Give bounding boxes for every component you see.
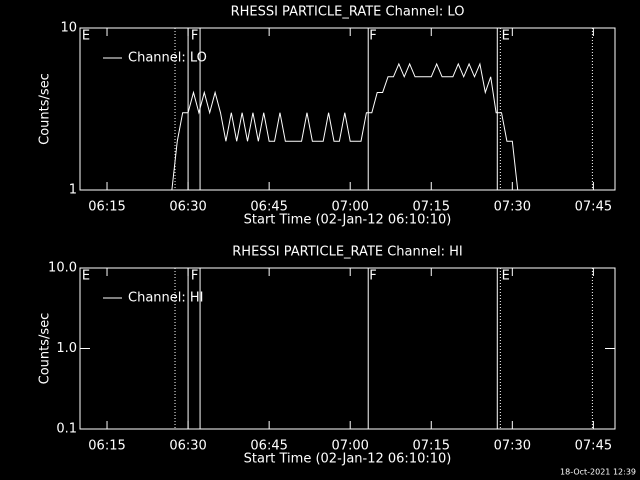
flag-label: F — [191, 29, 198, 44]
chart-title: RHESSI PARTICLE_RATE Channel: HI — [232, 245, 462, 260]
chart-title: RHESSI PARTICLE_RATE Channel: LO — [231, 5, 465, 20]
x-tick-label: 07:30 — [494, 200, 531, 215]
x-axis-label: Start Time (02-Jan-12 06:10:10) — [244, 452, 452, 467]
x-tick-label: 07:45 — [575, 200, 612, 215]
flag-label: F — [369, 269, 376, 284]
timestamp: 18-Oct-2021 12:39 — [560, 468, 636, 477]
flag-label: E — [82, 29, 90, 44]
flag-label: E — [502, 29, 510, 44]
x-tick-label: 07:00 — [331, 439, 368, 454]
x-tick-label: 07:00 — [331, 200, 368, 215]
y-tick-label: 1 — [69, 183, 77, 198]
y-axis-label: Counts/sec — [38, 73, 53, 145]
x-tick-label: 06:15 — [88, 439, 125, 454]
y-tick-label: 1.0 — [56, 341, 77, 356]
x-tick-label: 06:30 — [169, 439, 206, 454]
flag-label: E — [82, 269, 90, 284]
y-tick-label: 10.0 — [48, 261, 77, 276]
legend-label: Channel: HI — [128, 291, 204, 306]
x-tick-label: 06:30 — [169, 200, 206, 215]
data-line — [171, 62, 519, 191]
x-tick-label: 07:15 — [413, 200, 450, 215]
x-axis-label: Start Time (02-Jan-12 06:10:10) — [244, 213, 452, 228]
x-tick-label: 07:15 — [413, 439, 450, 454]
plot-frame — [79, 27, 616, 191]
y-axis-label: Counts/sec — [38, 313, 53, 385]
x-tick-label: 07:45 — [575, 439, 612, 454]
flag-label: E — [502, 269, 510, 284]
x-tick-label: 06:15 — [88, 200, 125, 215]
y-tick-label: 10 — [60, 21, 77, 36]
x-tick-label: 06:45 — [250, 439, 287, 454]
y-tick-label: 0.1 — [56, 422, 77, 437]
flag-label: F — [369, 29, 376, 44]
x-tick-label: 06:45 — [250, 200, 287, 215]
x-tick-label: 07:30 — [494, 439, 531, 454]
flag-label: F — [191, 269, 198, 284]
legend-label: Channel: LO — [128, 51, 207, 66]
